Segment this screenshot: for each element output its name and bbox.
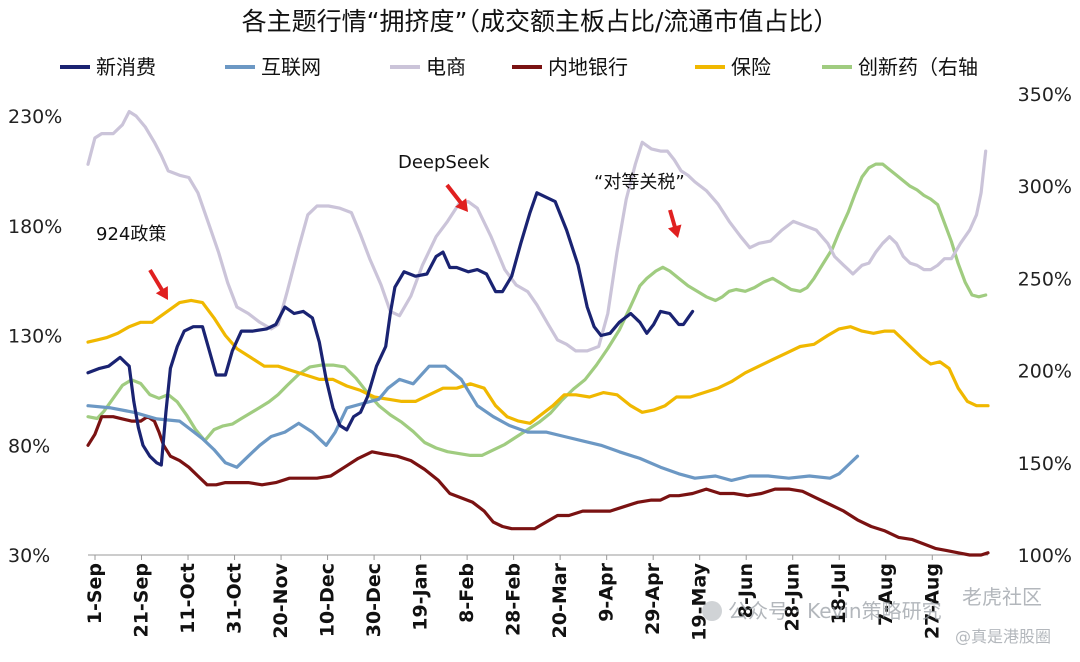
annotation-arrow [445,183,465,207]
series-line [86,298,990,425]
x-tick-label: 7-Aug [875,563,897,626]
x-tick-label: 31-Oct [224,563,246,634]
y-tick-right: 100% [1018,545,1072,567]
y-tick-left: 130% [8,326,62,348]
x-tick-label: 10-Dec [317,563,339,637]
annotation-arrow [148,268,166,294]
y-tick-left: 30% [8,545,50,567]
wechat-icon [702,601,722,621]
annotations: 924政策 DeepSeek “对等关税” [96,152,685,300]
x-tick-label: 20-Mar [549,562,571,638]
y-tick-left: 230% [8,106,62,128]
x-tick-label: 1-Sep [84,563,106,624]
x-tick-label: 27-Aug [921,563,943,639]
series-group [86,110,990,557]
x-tick-label: 8-Jun [735,563,757,618]
annotation-label: DeepSeek [398,152,490,173]
x-tick-label: 20-Nov [270,562,292,638]
x-tick-label: 29-Apr [642,562,664,635]
x-tick-label: 19-May [689,562,711,640]
axes: 30% 80% 130% 180% 230% 100% 150% 200% 250% 300% 35… [8,84,1072,641]
legend-label: 互联网 [261,55,321,79]
y-tick-right: 350% [1018,84,1072,106]
watermark: 公众号 · Kevin策略研究 老虎社区 @真是港股圈 [702,585,1051,646]
y-tick-right: 200% [1018,361,1072,383]
annotation-label: 924政策 [96,224,166,245]
x-tick-label: 28-Feb [503,563,525,636]
series-line [86,191,695,467]
annotation-label: “对等关税” [594,172,685,193]
y-tick-right: 250% [1018,268,1072,290]
legend-label: 内地银行 [548,55,628,79]
y-tick-left: 180% [8,216,62,238]
x-tick-label: 19-Jan [410,563,432,631]
legend-label: 创新药（右轴 [858,55,978,79]
legend-label: 保险 [731,55,771,79]
legend: 新消费 互联网 电商 内地银行 保险 创新药（右轴 [60,55,978,79]
y-tick-right: 150% [1018,453,1072,475]
series-line [86,110,988,353]
x-tick-label: 11-Oct [177,563,199,634]
series-line [86,162,988,457]
watermark-community: 老虎社区 [962,585,1042,609]
y-tick-right: 300% [1018,176,1072,198]
arrow-head-icon [455,198,468,212]
legend-label: 电商 [426,55,466,79]
x-tick-label: 30-Dec [363,563,385,637]
arrow-head-icon [155,286,168,300]
series-line [86,364,860,482]
x-tick-label: 28-Jun [782,563,804,631]
chart-title: 各主题行情“拥挤度”（成交额主板占比/流通市值占比） [242,7,839,36]
x-tick-label: 18-Jul [828,563,850,624]
legend-label: 新消费 [96,55,156,79]
arrow-head-icon [667,224,682,238]
y-tick-left: 80% [8,435,50,457]
x-tick-label: 9-Apr [596,562,618,621]
x-tick-label: 8-Feb [456,563,478,623]
watermark-wechat: 公众号 · Kevin策略研究 [728,599,942,623]
x-tick-label: 21-Sep [131,563,153,638]
series-line [86,415,990,557]
watermark-forum: @真是港股圈 [955,627,1051,646]
